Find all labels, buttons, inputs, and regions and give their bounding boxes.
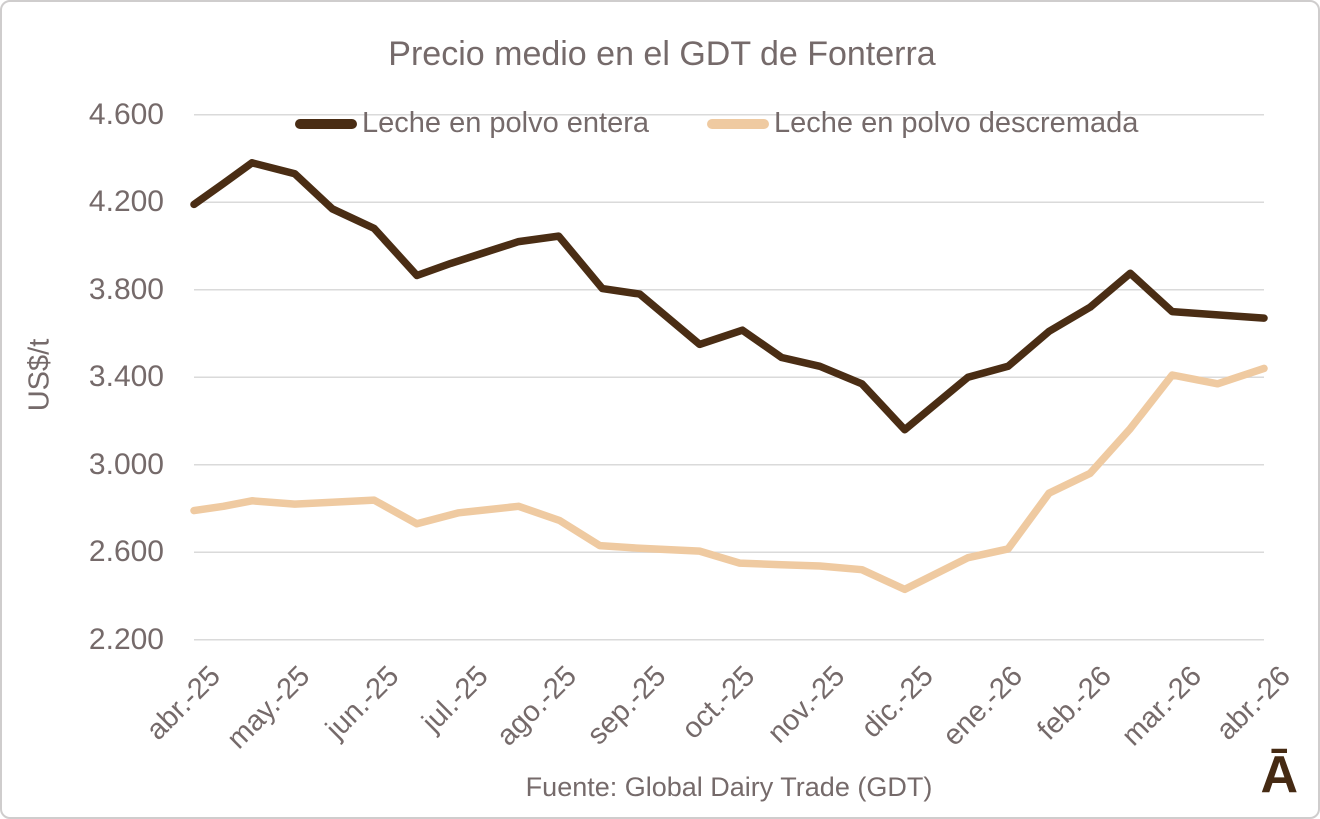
y-axis-tick-label: 3.000 [88,447,164,481]
y-axis-tick-label: 4.600 [88,97,164,131]
legend-swatch [707,118,769,129]
legend: Leche en polvo entera Leche en polvo desc… [295,107,1138,140]
legend-item: Leche en polvo descremada [707,107,1138,140]
legend-label: Leche en polvo entera [362,107,649,139]
source-caption: Fuente: Global Dairy Trade (GDT) [525,772,933,802]
series-line-leche-en-polvo-descremada [190,364,1268,594]
legend-swatch [295,118,357,129]
chart-title: Precio medio en el GDT de Fonterra [388,35,936,73]
y-axis-tick-label: 3.400 [88,360,164,394]
y-axis-tick-label: 2.600 [88,535,164,569]
legend-label: Leche en polvo descremada [774,107,1139,139]
y-axis-tick-label: 2.200 [88,622,164,656]
y-axis-tick-label: 4.200 [88,185,164,219]
series-line-leche-en-polvo-entera [190,159,1268,434]
legend-item: Leche en polvo entera [295,107,649,140]
y-axis-tick-label: 3.800 [88,272,164,306]
brand-logo: Ā [1260,746,1298,804]
